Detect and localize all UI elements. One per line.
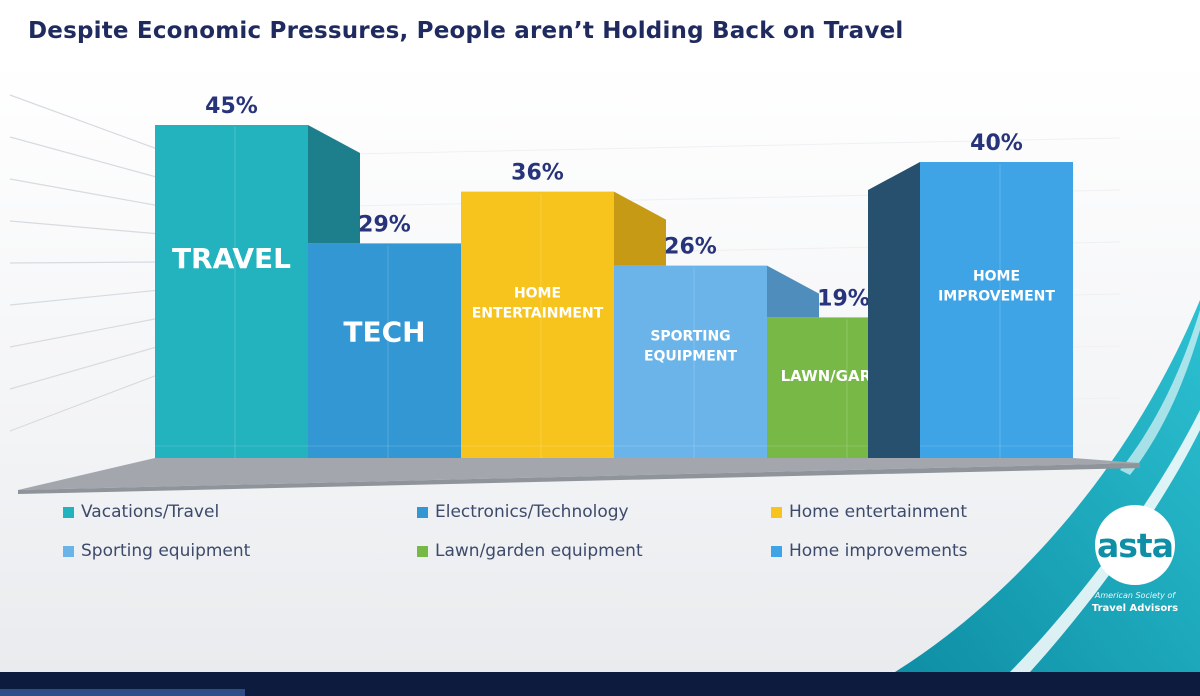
bar-category-label: TRAVEL xyxy=(172,242,291,275)
value-label: 36% xyxy=(511,161,564,186)
bar-group: 36% HOME ENTERTAINMENT xyxy=(461,161,666,458)
floor-top xyxy=(18,458,1140,490)
legend-swatch xyxy=(771,506,782,518)
value-label: 29% xyxy=(358,212,411,237)
grid-line xyxy=(9,373,161,432)
bar-group: 26% SPORTING EQUIPMENT xyxy=(614,235,819,458)
grid-line xyxy=(9,345,161,390)
legend-label: Sporting equipment xyxy=(81,541,251,561)
legend-swatch xyxy=(417,506,428,518)
grid-line xyxy=(9,178,161,207)
legend-item: Electronics/Technology xyxy=(417,502,629,522)
bar-side xyxy=(308,125,360,244)
grid-line xyxy=(9,289,161,306)
bar-group: 40% HOME IMPROVEMENT xyxy=(868,131,1073,458)
legend-item: Home improvements xyxy=(771,541,968,561)
legend-label: Home improvements xyxy=(789,541,968,561)
value-label: 19% xyxy=(817,286,870,311)
bar-category-label: HOME xyxy=(973,268,1020,284)
logo-org-name: Travel Advisors xyxy=(1091,603,1179,614)
bar xyxy=(155,125,308,458)
legend-label: Lawn/garden equipment xyxy=(435,541,643,561)
bar-category-label: ENTERTAINMENT xyxy=(472,305,604,321)
bar-side xyxy=(614,191,666,266)
bar-category-label: TECH xyxy=(343,316,425,349)
legend-label: Electronics/Technology xyxy=(435,502,629,522)
legend-label: Vacations/Travel xyxy=(81,502,220,522)
bar xyxy=(308,243,461,458)
grid-line xyxy=(9,220,161,235)
bar-category-label: EQUIPMENT xyxy=(644,348,738,364)
asta-logo: asta American Society of Travel Advisors xyxy=(1075,505,1195,625)
legend-item: Lawn/garden equipment xyxy=(417,541,643,561)
legend-label: Home entertainment xyxy=(789,502,967,522)
chart-floor xyxy=(18,458,1140,494)
grid-line xyxy=(9,94,161,151)
bar xyxy=(614,265,767,458)
legend-swatch xyxy=(417,545,428,557)
legend-item: Vacations/Travel xyxy=(63,502,219,522)
legend-item: Sporting equipment xyxy=(63,541,250,561)
value-label: 45% xyxy=(205,94,258,119)
bar xyxy=(920,162,1073,458)
value-label: 26% xyxy=(664,235,717,260)
bar-group: 45% TRAVEL xyxy=(155,94,360,458)
bar-category-label: SPORTING xyxy=(650,328,730,344)
logo-tagline: American Society of xyxy=(1094,591,1176,600)
bar xyxy=(461,191,614,458)
grid-line xyxy=(9,136,161,179)
legend-item: Home entertainment xyxy=(771,502,967,522)
logo-circle: asta xyxy=(1095,505,1175,585)
value-label: 40% xyxy=(970,131,1023,156)
bar-group: 29% TECH xyxy=(308,212,461,458)
legend-swatch xyxy=(63,506,74,518)
grid-line xyxy=(9,317,161,348)
bar-side xyxy=(868,162,920,458)
chart-title: Despite Economic Pressures, People aren’… xyxy=(28,18,904,44)
bar-side xyxy=(767,265,819,318)
grid-line xyxy=(9,261,161,264)
legend-swatch xyxy=(771,545,782,557)
legend-swatch xyxy=(63,545,74,557)
floor-edge xyxy=(18,463,1140,494)
logo-wordmark: asta xyxy=(1097,525,1174,565)
bar-category-label: HOME xyxy=(514,285,561,301)
footer-accent xyxy=(0,689,245,696)
bar-category-label: IMPROVEMENT xyxy=(938,288,1055,304)
